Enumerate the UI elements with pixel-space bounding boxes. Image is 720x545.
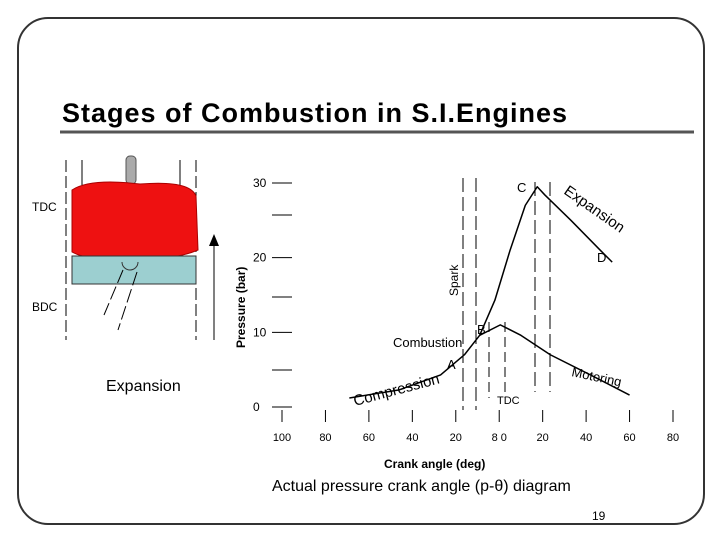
piston (71, 255, 197, 285)
y-tick-label: 30 (253, 176, 267, 190)
page-number: 19 (592, 509, 606, 523)
curve (479, 324, 630, 396)
y-tick-label: 10 (253, 325, 267, 339)
combustion-gas (71, 181, 199, 259)
y-tick-label: 0 (253, 400, 260, 414)
x-tick-label: 80 (667, 432, 679, 444)
annotation: Expansion (561, 182, 628, 236)
connecting-rod (103, 269, 124, 316)
annotation: Spark (447, 264, 461, 296)
arrow-head (209, 234, 219, 246)
annotation: A (447, 357, 456, 372)
x-tick-label: 40 (580, 432, 592, 444)
stroke-label: Expansion (106, 378, 181, 395)
x-axis-title: Crank angle (deg) (384, 457, 485, 471)
diagram-guides (272, 178, 551, 410)
slide-title: Stages of Combustion in S.I.Engines (62, 98, 568, 128)
annotation: Motoring (570, 364, 623, 389)
y-tick-label: 20 (253, 251, 267, 265)
tdc-label: TDC (32, 200, 57, 214)
slide-border (17, 17, 705, 525)
annotation: B (477, 322, 486, 337)
x-tick-label: 80 (319, 432, 331, 444)
x-tick-label: 60 (623, 432, 635, 444)
x-tick-label: 40 (406, 432, 418, 444)
annotation: C (517, 180, 526, 195)
x-tick-label: 8 0 (492, 432, 507, 444)
annotation: Compression (352, 371, 442, 410)
gudgeon-pin (121, 261, 139, 271)
x-tick-label: 60 (363, 432, 375, 444)
y-axis-title: Pressure (bar) (234, 267, 248, 348)
annotation: D (597, 250, 606, 265)
bdc-label: BDC (32, 300, 58, 314)
engine-drawing: TDC BDC Expansion Pressure (bar) (32, 155, 248, 395)
spark-plug (125, 155, 137, 185)
x-tick-label: 20 (537, 432, 549, 444)
x-tick-label: 20 (450, 432, 462, 444)
curve (349, 185, 613, 399)
connecting-rod (117, 271, 138, 331)
x-tick-label: 100 (273, 432, 291, 444)
annotation: Combustion (393, 335, 462, 350)
caption: Actual pressure crank angle (p-θ) diagra… (272, 478, 571, 495)
annotation: TDC (497, 395, 520, 407)
